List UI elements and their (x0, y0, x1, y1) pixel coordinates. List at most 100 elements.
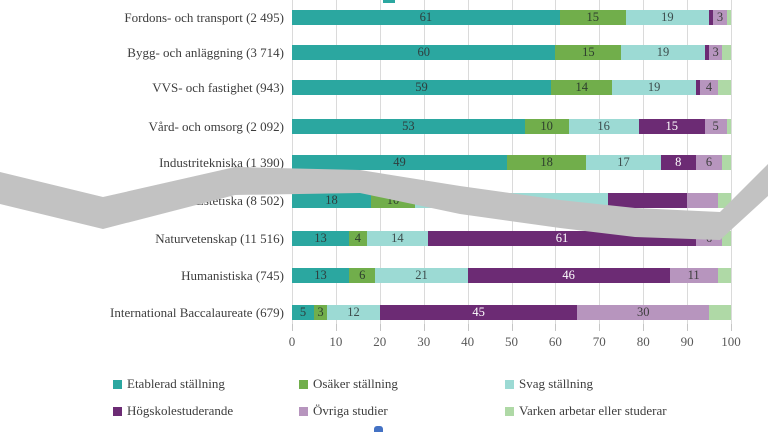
segment-value-label: 3 (317, 305, 324, 320)
bar-row: 59 14 19 4 (292, 80, 731, 95)
x-axis-tick (555, 324, 557, 331)
bar-segment: 46 (467, 268, 670, 283)
bar-segment: 14 (551, 80, 613, 95)
segment-value-label: 61 (555, 231, 569, 246)
category-label: International Baccalaureate (679) (110, 304, 284, 320)
legend-item: Svag ställning (505, 376, 593, 392)
legend-swatch-icon (299, 406, 308, 416)
segment-value-label: 4 (705, 80, 713, 95)
bar-segment: 18 (507, 155, 587, 170)
legend-swatch-icon (113, 379, 122, 389)
bar-segment: 61 (428, 231, 696, 246)
category-label: Naturvetenskap (11 516) (155, 230, 284, 246)
bar-segment (722, 231, 731, 246)
bar-segment: 13 (292, 231, 350, 246)
bar-segment: 19 (621, 45, 705, 60)
x-axis-tick (511, 324, 513, 331)
x-tick-label: 50 (505, 334, 518, 349)
segment-value-label: 46 (562, 268, 575, 283)
bar-row: 18 10 (292, 193, 731, 208)
x-tick-label: 80 (636, 334, 650, 349)
segment-value-label: 13 (314, 231, 327, 246)
segment-value-label: 11 (687, 268, 700, 283)
segment-value-label: 18 (540, 155, 553, 170)
bar-row: 5 3 12 45 30 (292, 305, 731, 320)
x-tick-label: 90 (680, 334, 694, 349)
bar-segment: 8 (660, 155, 696, 170)
segment-value-label: 53 (402, 119, 415, 134)
category-label: Industritekniska (1 390) (159, 154, 284, 170)
legend-item: Varken arbetar eller studerar (505, 403, 667, 419)
bar-segment: 19 (612, 80, 696, 95)
bar-segment (717, 193, 731, 208)
legend-swatch-icon (505, 406, 514, 416)
segment-value-label: 13 (314, 268, 327, 283)
bar-segment: 15 (555, 45, 622, 60)
bar-segment: 17 (586, 155, 661, 170)
bar-segment: 4 (700, 80, 718, 95)
segment-value-label: 12 (347, 305, 360, 320)
bar-segment: 3 (313, 305, 328, 320)
bar-segment: 5 (292, 305, 314, 320)
bar-segment: 6 (695, 155, 723, 170)
segment-value-label: 14 (391, 231, 404, 246)
segment-value-label: 15 (586, 10, 599, 25)
legend-item: Etablerad ställning (113, 376, 225, 392)
bar-segment: 6 (349, 268, 376, 283)
segment-value-label: 15 (665, 119, 678, 134)
bar-segment (717, 80, 731, 95)
top-edge-fragment (383, 0, 395, 3)
bar-segment (722, 155, 731, 170)
legend-swatch-icon (505, 379, 514, 389)
segment-value-label: 4 (354, 231, 361, 246)
segment-value-label: 6 (359, 268, 366, 283)
bar-row: 13 4 14 61 6 (292, 231, 731, 246)
bar-segment: 30 (577, 305, 710, 320)
category-label: Fordons- och transport (2 495) (124, 9, 284, 25)
legend-swatch-icon (299, 379, 308, 389)
category-label: Estetiska (8 502) (195, 192, 284, 208)
bar-segment: 60 (292, 45, 556, 60)
x-axis-tick (731, 324, 732, 331)
bar-segment: 13 (292, 268, 350, 283)
segment-value-label: 10 (540, 119, 553, 134)
x-tick-label: 100 (721, 334, 741, 349)
segment-value-label: 21 (415, 268, 428, 283)
segment-value-label: 10 (386, 193, 400, 208)
x-axis-tick (599, 324, 601, 331)
bar-segment: 14 (366, 231, 429, 246)
x-axis-tick (687, 324, 689, 331)
bar-segment: 61 (292, 10, 560, 25)
bar-segment: 10 (524, 119, 569, 134)
bar-segment: 6 (695, 231, 723, 246)
x-axis-tick (423, 324, 425, 331)
legend-label: Varken arbetar eller studerar (519, 403, 667, 418)
bar-segment (704, 45, 710, 60)
segment-value-label: 19 (661, 10, 674, 25)
bar-segment: 4 (349, 231, 367, 246)
category-label: Humanistiska (745) (181, 267, 284, 283)
x-axis-tick (335, 324, 337, 331)
segment-value-label: 49 (393, 155, 406, 170)
bar-row: 60 15 19 3 (292, 45, 731, 60)
segment-value-label: 6 (705, 155, 713, 170)
bar-segment: 59 (292, 80, 551, 95)
x-tick-label: 20 (373, 334, 387, 349)
segment-value-label: 61 (419, 10, 433, 25)
segment-value-label: 5 (299, 305, 307, 320)
legend-item: Högskolestuderande (113, 403, 233, 419)
x-axis-tick (467, 324, 469, 331)
segment-value-label: 8 (675, 155, 682, 170)
bottom-edge-fragment (374, 426, 383, 432)
bar-segment (722, 45, 731, 60)
x-tick-label: 70 (592, 334, 606, 349)
bar-segment: 12 (327, 305, 380, 320)
bar-segment: 15 (638, 119, 705, 134)
legend-label: Övriga studier (313, 403, 388, 418)
gridline (731, 0, 732, 324)
segment-value-label: 45 (472, 305, 485, 320)
x-axis-tick (292, 324, 293, 331)
bar-segment: 53 (292, 119, 525, 134)
